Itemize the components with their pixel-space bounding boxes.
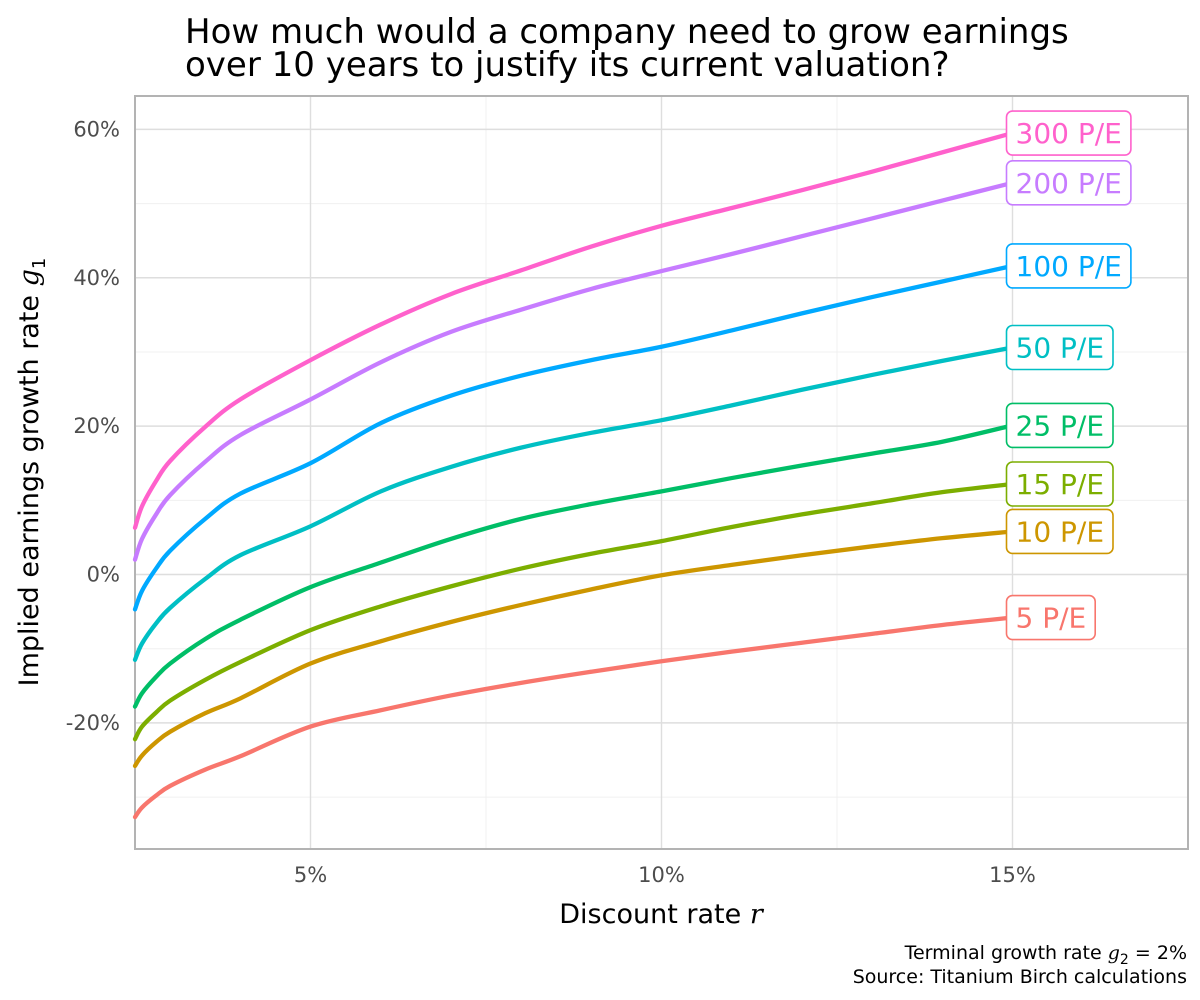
series-label: 100 P/E <box>1005 243 1132 289</box>
x-tick-label: 15% <box>989 863 1036 887</box>
series-line <box>132 423 1015 709</box>
caption-line-1-variable: g <box>1108 942 1120 964</box>
plot-panel-border <box>134 95 1189 850</box>
y-axis-title: Implied earnings growth rate g1 <box>14 258 50 687</box>
series-line <box>132 529 1015 769</box>
series-lines <box>132 130 1015 820</box>
y-tick-label: 20% <box>73 414 120 438</box>
series-label-text: 100 P/E <box>1016 250 1122 283</box>
caption-line-1-subscript: 2 <box>1120 952 1129 968</box>
caption-terminal-growth: Terminal growth rate g2 = 2% <box>904 942 1187 968</box>
series-line <box>132 481 1015 742</box>
series-label-box <box>1005 402 1114 449</box>
x-axis-variable: r <box>750 899 765 930</box>
series-label: 5 P/E <box>1005 594 1096 641</box>
series-label-text: 300 P/E <box>1016 117 1122 150</box>
y-tick-label: -20% <box>66 711 120 735</box>
series-label: 200 P/E <box>1005 159 1132 206</box>
caption-source: Source: Titanium Birch calculations <box>853 966 1187 988</box>
series-label-box <box>1005 508 1114 555</box>
caption-line-1-prefix: Terminal growth rate <box>904 942 1102 964</box>
y-tick-label: 60% <box>73 117 120 141</box>
y-axis-title-text: Implied earnings growth rate <box>14 295 45 686</box>
series-label: 25 P/E <box>1005 402 1114 449</box>
series-label: 15 P/E <box>1005 461 1114 507</box>
series-line <box>132 130 1015 530</box>
series-label-box <box>1005 461 1114 507</box>
y-tick-label: 0% <box>87 563 120 587</box>
series-line <box>132 345 1015 662</box>
series-label-text: 5 P/E <box>1016 602 1087 635</box>
x-tick-label: 10% <box>638 863 685 887</box>
series-label: 300 P/E <box>1005 110 1132 156</box>
series-label-box <box>1005 110 1132 156</box>
chart-title-line-2: over 10 years to justify its current val… <box>185 45 950 85</box>
series-label-text: 200 P/E <box>1016 167 1122 200</box>
series-line <box>132 615 1015 820</box>
series-line <box>132 263 1015 612</box>
x-axis-title-text: Discount rate <box>559 899 741 930</box>
y-axis-variable: g <box>14 269 45 286</box>
x-tick-label: 5% <box>294 863 327 887</box>
series-label-box <box>1005 159 1132 206</box>
y-tick-label: 40% <box>73 266 120 290</box>
series-line <box>132 180 1015 562</box>
x-axis-title: Discount rate r <box>559 899 765 930</box>
y-tick-labels: -20% 0% 20% 40% 60% <box>66 117 120 734</box>
series-label: 10 P/E <box>1005 508 1114 555</box>
series-label-box <box>1005 243 1132 289</box>
series-label-box <box>1005 324 1114 371</box>
series-label-text: 50 P/E <box>1016 331 1105 364</box>
series-label-box <box>1005 594 1096 641</box>
chart-title-line-1: How much would a company need to grow ea… <box>185 12 1069 52</box>
y-axis-subscript: 1 <box>29 258 50 269</box>
series-label: 50 P/E <box>1005 324 1114 371</box>
series-label-text: 25 P/E <box>1016 409 1105 442</box>
caption-line-1-suffix: = 2% <box>1135 942 1187 964</box>
x-tick-labels: 5% 10% 15% <box>294 863 1036 887</box>
series-labels: 5 P/E 10 P/E 15 P/E 25 P/E 50 P/E 100 P/E 200 … <box>1005 110 1132 641</box>
series-label-text: 10 P/E <box>1016 515 1105 548</box>
series-label-text: 15 P/E <box>1016 468 1105 501</box>
